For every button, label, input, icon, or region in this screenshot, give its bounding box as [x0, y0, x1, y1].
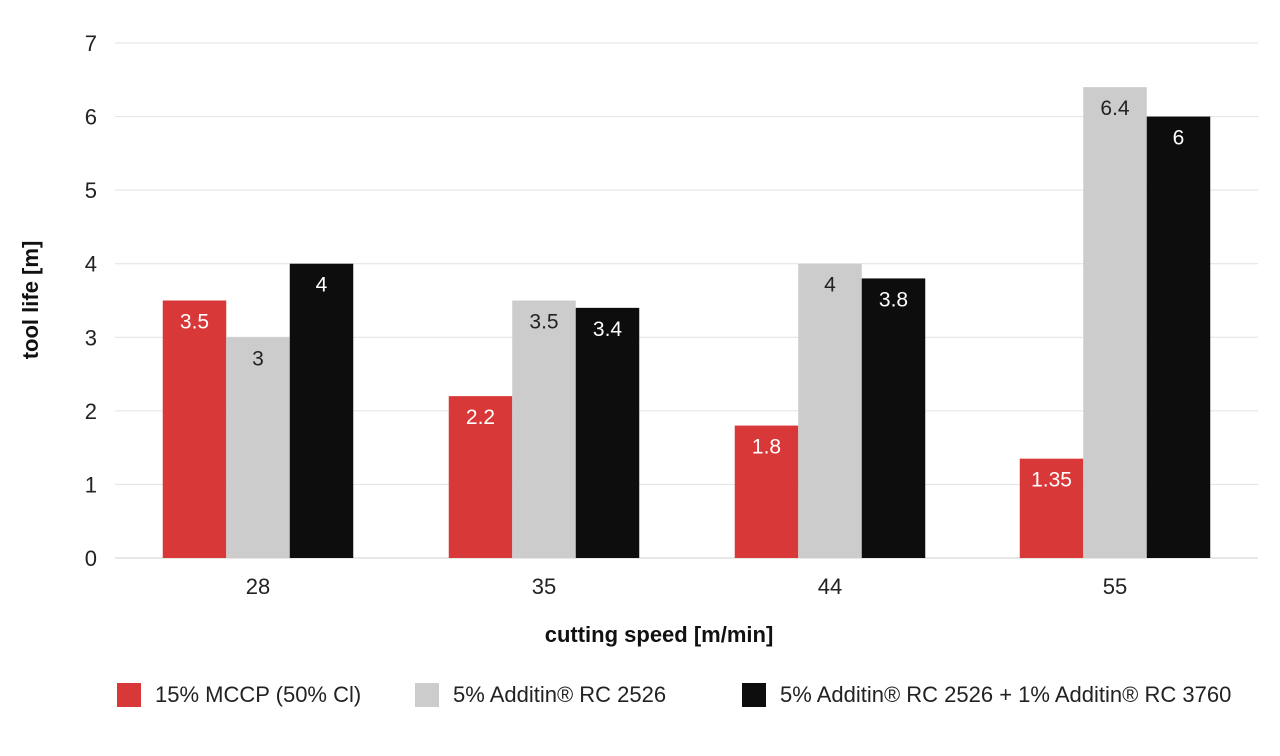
legend-swatch-mccp [117, 683, 141, 707]
bar-label-series0-55: 1.35 [1031, 469, 1072, 492]
bar-series2-55 [1146, 116, 1211, 559]
legend-item-rc2526: 5% Additin® RC 2526 [415, 682, 666, 708]
bar-label-series2-35: 3.4 [593, 318, 623, 341]
y-tick-label: 4 [85, 252, 97, 277]
x-tick-label: 55 [1103, 574, 1127, 599]
bar-label-series0-28: 3.5 [180, 311, 209, 334]
bar-series1-28 [226, 337, 290, 558]
bar-label-series0-35: 2.2 [466, 406, 495, 429]
y-tick-label: 3 [85, 325, 97, 350]
bar-label-series2-55: 6 [1173, 127, 1185, 150]
bar-label-series2-28: 4 [316, 274, 328, 297]
legend-label-rc2526-rc3760: 5% Additin® RC 2526 + 1% Additin® RC 376… [780, 682, 1232, 707]
bar-series2-35 [575, 307, 640, 558]
legend-label-mccp: 15% MCCP (50% Cl) [155, 682, 362, 707]
y-tick-label: 6 [85, 105, 97, 130]
bar-chart: 0 1 2 3 4 5 6 7 3.5 3 4 2.2 3.5 3.4 1.8 4 3.8 1.35 6.4 6 2… [18, 31, 1258, 647]
legend: 15% MCCP (50% Cl) 5% Additin® RC 2526 5%… [0, 682, 1280, 712]
bar-series0-55 [1019, 458, 1084, 558]
bar-label-series1-35: 3.5 [529, 311, 558, 334]
y-tick-label: 7 [85, 31, 97, 56]
bar-series0-35 [448, 396, 513, 558]
x-tick-label: 44 [818, 574, 842, 599]
legend-swatch-rc2526 [415, 683, 439, 707]
bar-series1-44 [798, 263, 862, 558]
y-tick-label: 1 [85, 472, 97, 497]
bar-label-series1-55: 6.4 [1100, 97, 1130, 120]
bar-label-series1-28: 3 [252, 347, 264, 370]
bar-series0-28 [162, 300, 227, 558]
x-axis-label: cutting speed [m/min] [545, 622, 774, 647]
bar-series1-55 [1083, 87, 1147, 559]
legend-item-mccp: 15% MCCP (50% Cl) [117, 682, 361, 708]
bar-label-series2-44: 3.8 [879, 288, 908, 311]
legend-swatch-rc2526-rc3760 [742, 683, 766, 707]
x-tick-label: 35 [532, 574, 556, 599]
bar-value-labels: 3.5 3 4 2.2 3.5 3.4 1.8 4 3.8 1.35 6.4 6 [180, 97, 1184, 492]
y-axis-ticks: 0 1 2 3 4 5 6 7 [85, 31, 97, 571]
y-tick-label: 0 [85, 546, 97, 571]
x-tick-label: 28 [246, 574, 270, 599]
bar-series2-28 [289, 263, 354, 558]
legend-label-rc2526: 5% Additin® RC 2526 [453, 682, 667, 707]
bar-label-series1-44: 4 [824, 274, 836, 297]
y-axis-label: tool life [m] [18, 241, 43, 360]
y-tick-label: 2 [85, 399, 97, 424]
y-tick-label: 5 [85, 178, 97, 203]
legend-item-rc2526-rc3760: 5% Additin® RC 2526 + 1% Additin® RC 376… [742, 682, 1231, 708]
bars [162, 87, 1211, 559]
bar-series0-44 [734, 425, 799, 558]
bar-series2-44 [861, 278, 926, 558]
x-axis-ticks: 28 35 44 55 [246, 574, 1127, 599]
bar-label-series0-44: 1.8 [752, 436, 781, 459]
bar-series1-35 [512, 300, 576, 558]
